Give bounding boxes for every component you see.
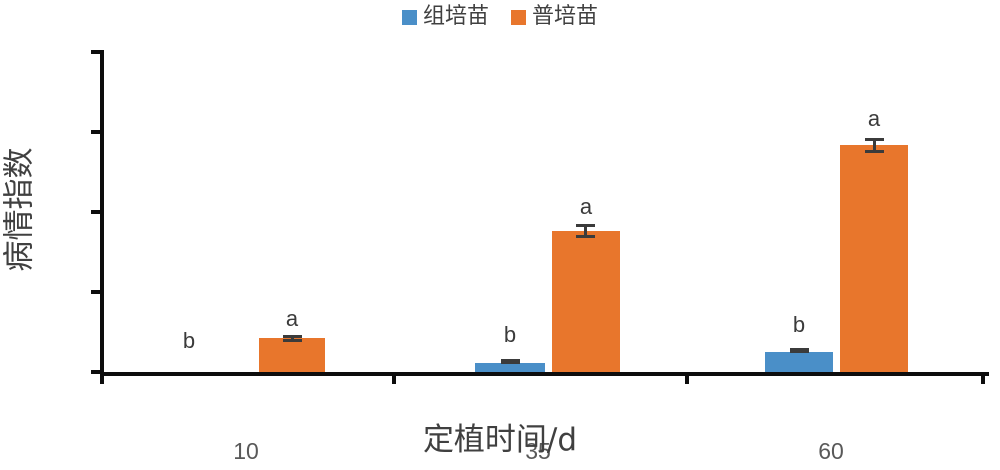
y-axis-line (100, 50, 104, 374)
bar-g2-blue[interactable] (765, 352, 833, 372)
x-tick-boundary-1 (392, 373, 396, 384)
bar-g1-orange[interactable] (552, 231, 620, 372)
x-tick-label-1: 35 (525, 438, 551, 464)
x-tick-boundary-3 (981, 373, 985, 384)
y-tick-1 (91, 290, 101, 294)
sig-label-g2-orange: a (867, 106, 881, 131)
legend-label-1: 普培苗 (532, 4, 599, 29)
x-tick-label-2: 60 (818, 438, 844, 464)
sig-label-g2-blue: b (792, 312, 806, 337)
plot-area: 0 20 40 60 80 10 35 60 b a (91, 50, 989, 463)
bar-g2-orange[interactable] (840, 145, 908, 372)
errorbar-cap-top (865, 138, 884, 141)
errorbar-cap-bottom (283, 339, 302, 342)
errorbar-line (291, 335, 294, 342)
errorbar-cap-top (576, 224, 595, 227)
y-tick-2 (91, 210, 101, 214)
legend-item-1[interactable]: 普培苗 (511, 6, 598, 28)
x-tick-boundary-2 (685, 373, 689, 384)
y-tick-3 (91, 130, 101, 134)
errorbar-line (873, 138, 876, 153)
sig-label-g0-orange: a (285, 306, 299, 331)
sig-label-g1-orange: a (579, 194, 593, 219)
x-tick-boundary-0 (100, 373, 104, 384)
bar-g1-blue[interactable] (475, 363, 545, 372)
y-tick-4 (91, 50, 101, 54)
errorbar-cap-bottom (865, 150, 884, 153)
bar-g0-orange[interactable] (259, 338, 325, 372)
errorbar-cap-top (283, 335, 302, 338)
legend-swatch-icon-0 (401, 9, 417, 25)
errorbar-cap-top (501, 359, 520, 362)
x-axis-title: 定植时间/d (422, 422, 578, 458)
legend-label-0: 组培苗 (422, 4, 489, 29)
y-tick-0 (91, 370, 101, 374)
sig-label-g1-blue: b (503, 322, 517, 347)
errorbar-cap-bottom (790, 350, 809, 353)
legend-item-0[interactable]: 组培苗 (401, 4, 489, 29)
errorbar-cap-bottom (576, 235, 595, 238)
chart-legend: 组培苗 普培苗 (0, 6, 1000, 28)
x-axis-line (100, 372, 989, 376)
errorbar-line (584, 224, 587, 238)
errorbar-cap-top (790, 348, 809, 351)
errorbar-cap-bottom (501, 361, 520, 364)
sig-label-g0-blue: b (182, 328, 196, 353)
y-axis-title: 病情指数 (1, 147, 38, 272)
x-tick-label-0: 10 (233, 438, 259, 464)
legend-swatch-icon-1 (511, 9, 526, 25)
